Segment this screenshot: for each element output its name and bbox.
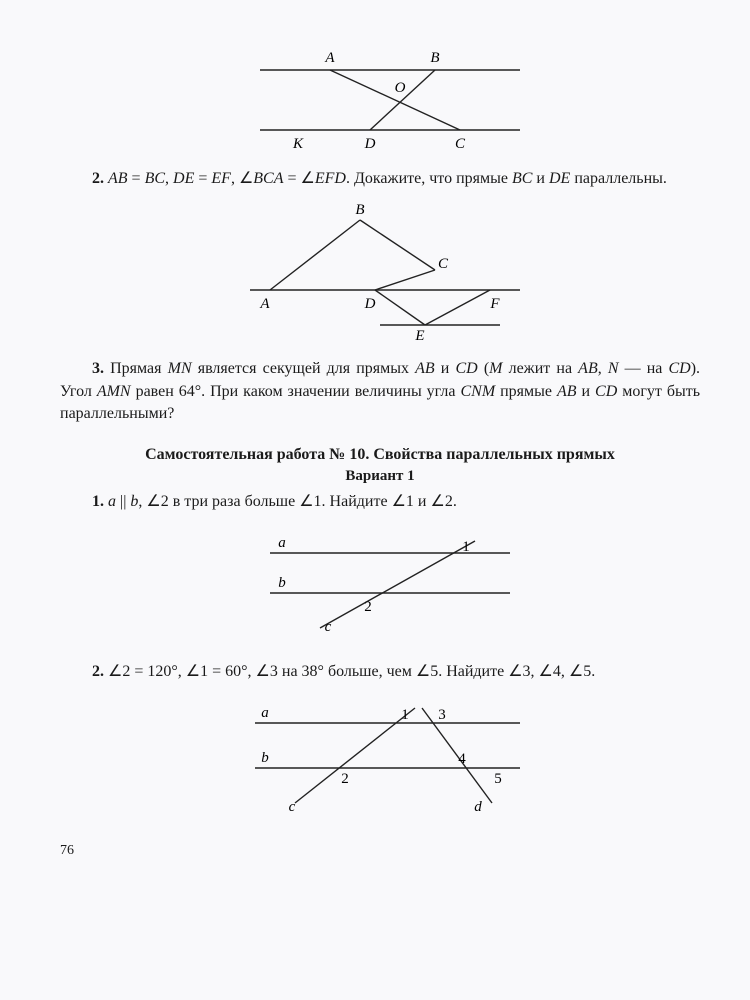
problem-2-top: 2. AB = BC, DE = EF, ∠BCA = ∠EFD. Докажи… — [60, 168, 700, 190]
section-title: Самостоятельная работа № 10. Свойства па… — [60, 446, 700, 464]
svg-text:a: a — [261, 705, 269, 721]
svg-text:b: b — [278, 575, 286, 591]
problem-text: Прямая MN является секущей для прямых AB… — [60, 360, 700, 422]
page-number: 76 — [60, 843, 700, 859]
problem-number: 1. — [92, 493, 104, 510]
diagram-4: a b c d 1 3 2 4 5 — [200, 693, 560, 823]
problem-3-top: 3. Прямая MN является секущей для прямых… — [60, 358, 700, 425]
svg-text:E: E — [414, 328, 424, 340]
diagram-1: A B O K D C — [220, 40, 540, 150]
svg-text:K: K — [292, 136, 304, 150]
svg-text:1: 1 — [462, 539, 470, 555]
svg-text:b: b — [261, 750, 269, 766]
svg-text:A: A — [324, 50, 335, 66]
svg-text:B: B — [355, 202, 364, 218]
problem-number: 3. — [92, 360, 104, 377]
svg-text:D: D — [364, 136, 376, 150]
problem-2-mid: 2. ∠2 = 120°, ∠1 = 60°, ∠3 на 38° больше… — [60, 661, 700, 683]
svg-text:3: 3 — [438, 707, 446, 723]
svg-text:d: d — [474, 799, 482, 815]
svg-text:a: a — [278, 535, 286, 551]
problem-1-mid: 1. a || b, ∠2 в три раза больше ∠1. Найд… — [60, 491, 700, 513]
svg-text:B: B — [430, 50, 439, 66]
svg-text:1: 1 — [401, 707, 409, 723]
svg-text:2: 2 — [341, 771, 349, 787]
diagram-2: A D F B C E — [210, 200, 550, 340]
svg-text:O: O — [395, 80, 406, 96]
svg-text:4: 4 — [458, 751, 466, 767]
svg-text:5: 5 — [494, 771, 502, 787]
svg-text:C: C — [438, 256, 449, 272]
svg-text:A: A — [259, 296, 270, 312]
svg-text:c: c — [289, 799, 296, 815]
svg-text:C: C — [455, 136, 466, 150]
svg-text:F: F — [489, 296, 500, 312]
problem-text: a || b, ∠2 в три раза больше ∠1. Найдите… — [108, 493, 457, 510]
problem-text: AB = BC, DE = EF, ∠BCA = ∠EFD. Докажите,… — [108, 170, 667, 187]
svg-text:2: 2 — [364, 599, 372, 615]
problem-text: ∠2 = 120°, ∠1 = 60°, ∠3 на 38° больше, ч… — [108, 663, 595, 680]
svg-text:c: c — [325, 619, 332, 635]
problem-number: 2. — [92, 170, 104, 187]
problem-number: 2. — [92, 663, 104, 680]
diagram-3: a b c 1 2 — [210, 523, 550, 643]
svg-text:D: D — [364, 296, 376, 312]
variant-label: Вариант 1 — [60, 468, 700, 485]
